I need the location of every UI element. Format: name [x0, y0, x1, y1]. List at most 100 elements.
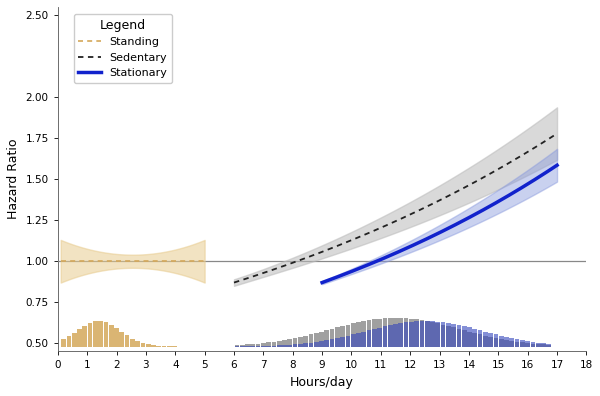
Bar [509, 338, 514, 346]
Bar [515, 342, 520, 346]
Bar [494, 338, 499, 346]
Bar [377, 319, 382, 346]
Bar [335, 338, 340, 346]
Legend: Standing, Sedentary, Stationary: Standing, Sedentary, Stationary [74, 14, 172, 83]
Bar [541, 345, 546, 346]
Bar [335, 327, 340, 346]
Bar [130, 339, 135, 346]
Bar [287, 339, 292, 346]
Bar [125, 335, 130, 346]
Bar [293, 345, 298, 346]
Bar [483, 336, 488, 346]
Y-axis label: Hazard Ratio: Hazard Ratio [7, 139, 20, 219]
Bar [478, 330, 482, 346]
Bar [361, 321, 366, 346]
Bar [436, 322, 440, 346]
Bar [245, 345, 250, 346]
Bar [61, 339, 66, 346]
Bar [314, 333, 319, 346]
Bar [515, 339, 520, 346]
Bar [526, 341, 530, 346]
Bar [67, 337, 71, 346]
Bar [146, 345, 151, 346]
Bar [488, 337, 493, 346]
Bar [293, 338, 298, 346]
Bar [430, 321, 435, 346]
Bar [109, 325, 113, 346]
Bar [104, 322, 109, 346]
Bar [494, 334, 499, 346]
Bar [314, 342, 319, 346]
Bar [367, 320, 371, 346]
Bar [409, 322, 414, 346]
Bar [467, 327, 472, 346]
Bar [457, 325, 461, 346]
Bar [340, 326, 345, 346]
Bar [298, 344, 303, 346]
Bar [287, 345, 292, 346]
Bar [346, 336, 350, 346]
Bar [504, 337, 509, 346]
Bar [393, 318, 398, 346]
Bar [340, 337, 345, 346]
Bar [425, 321, 430, 346]
Bar [240, 345, 245, 346]
Bar [419, 320, 424, 346]
Bar [483, 331, 488, 346]
Bar [367, 330, 371, 346]
Bar [372, 329, 377, 346]
Bar [536, 344, 541, 346]
Bar [398, 318, 403, 346]
Bar [409, 319, 414, 346]
Bar [499, 339, 503, 346]
Bar [114, 328, 119, 346]
Bar [277, 345, 281, 346]
Bar [319, 341, 324, 346]
Bar [256, 344, 260, 346]
Bar [530, 342, 535, 346]
Bar [308, 343, 313, 346]
Bar [446, 323, 451, 346]
Bar [404, 318, 409, 346]
Bar [330, 339, 334, 346]
Bar [282, 340, 287, 346]
Bar [135, 341, 140, 346]
Bar [414, 319, 419, 346]
Bar [93, 322, 98, 346]
Bar [472, 329, 477, 346]
Bar [351, 324, 356, 346]
Bar [303, 336, 308, 346]
Bar [393, 324, 398, 346]
Bar [436, 324, 440, 346]
Bar [298, 337, 303, 346]
Bar [430, 322, 435, 346]
Bar [504, 340, 509, 346]
Bar [277, 341, 281, 346]
Bar [398, 323, 403, 346]
Bar [520, 343, 525, 346]
Bar [325, 340, 329, 346]
Bar [282, 345, 287, 346]
Bar [151, 345, 156, 346]
Bar [303, 343, 308, 346]
Bar [308, 334, 313, 346]
Bar [462, 326, 467, 346]
Bar [451, 324, 456, 346]
Bar [356, 333, 361, 346]
Bar [547, 345, 551, 346]
Bar [457, 329, 461, 346]
Bar [388, 325, 392, 346]
Bar [250, 344, 255, 346]
Bar [383, 326, 388, 346]
Bar [82, 326, 87, 346]
Bar [72, 333, 77, 346]
Bar [140, 343, 145, 346]
Bar [383, 318, 388, 346]
Bar [536, 343, 541, 346]
Bar [541, 343, 546, 346]
Bar [451, 327, 456, 346]
Bar [441, 325, 445, 346]
Bar [77, 329, 82, 346]
Bar [462, 330, 467, 346]
Bar [377, 327, 382, 346]
